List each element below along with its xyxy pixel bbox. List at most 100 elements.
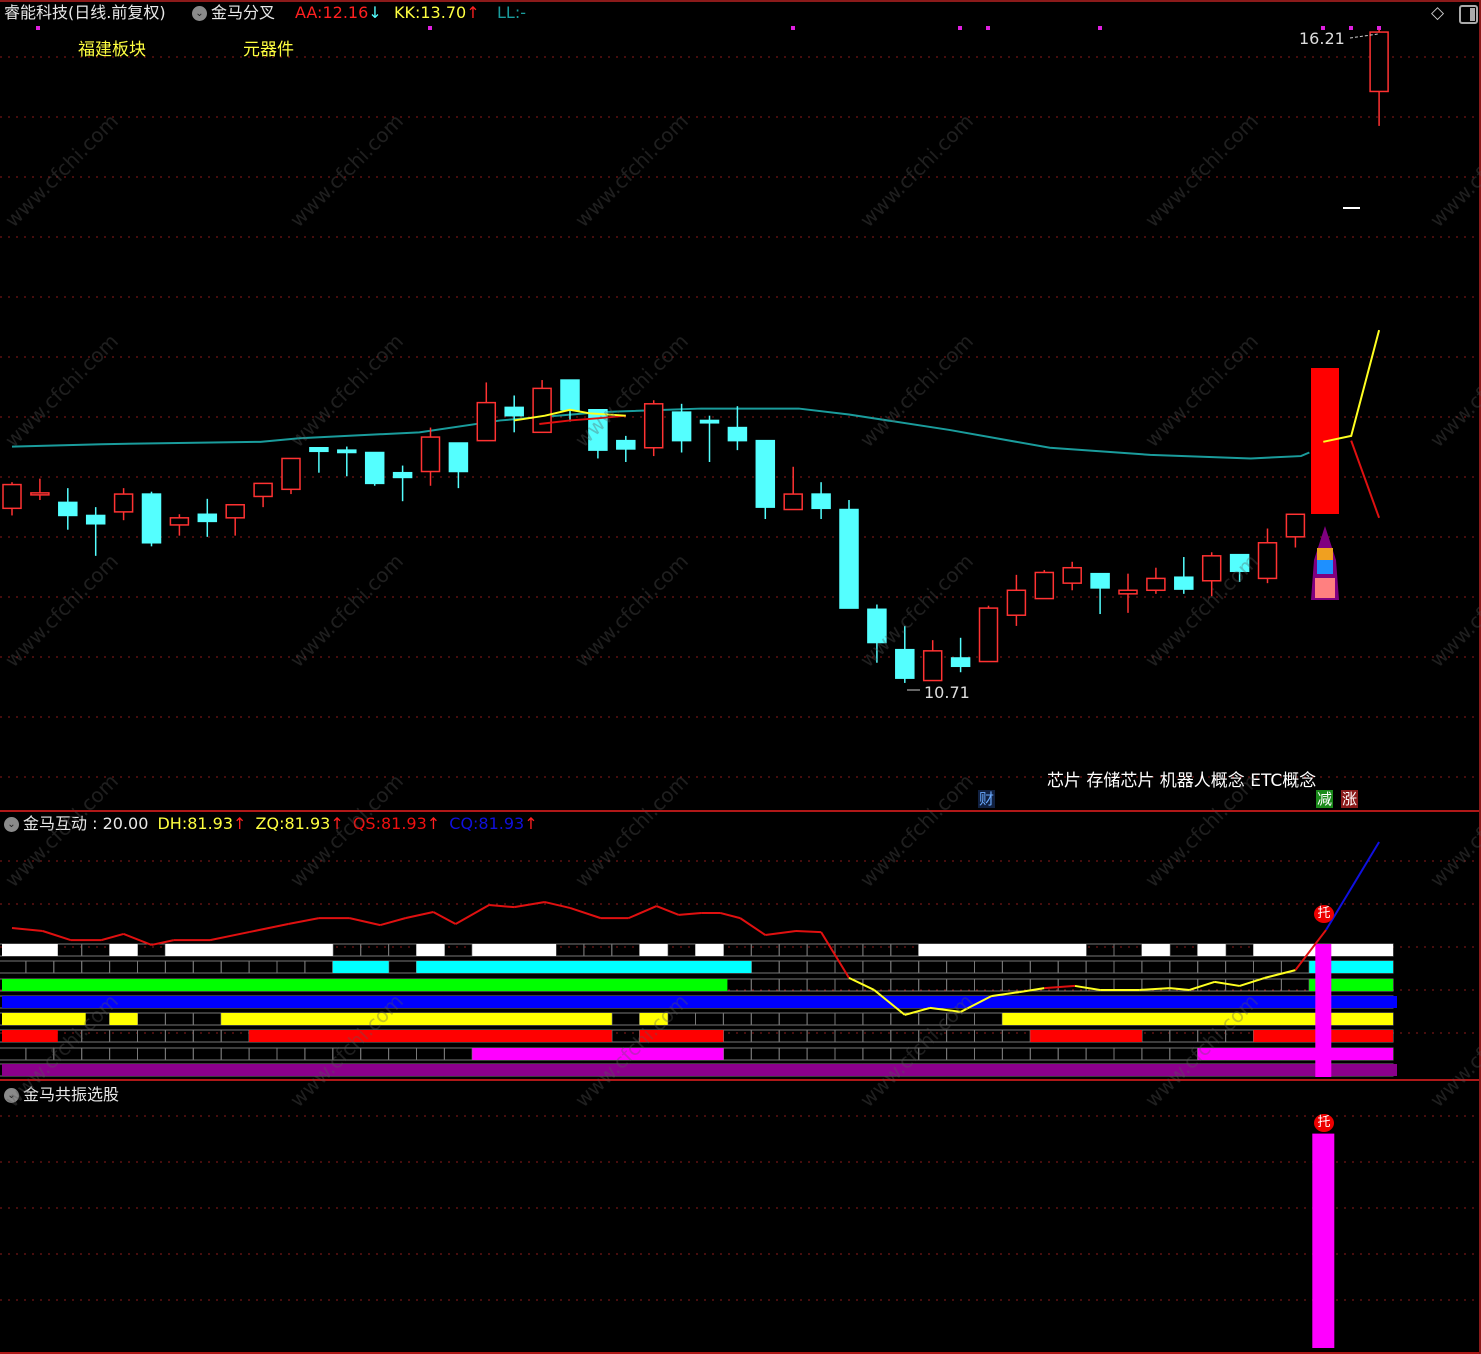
candle-down: [504, 406, 524, 417]
candle-up: [30, 492, 50, 496]
interaction-line: [820, 931, 850, 979]
candle-down: [392, 471, 413, 479]
stripe-cell: [304, 1047, 334, 1061]
indicator-selector[interactable]: ⌄ 金马分叉: [192, 3, 275, 23]
stripe-cell: [25, 1047, 55, 1061]
interaction-line: [569, 906, 602, 920]
stripe-cell: [109, 1029, 138, 1043]
chevron-down-icon[interactable]: ⌄: [4, 1088, 19, 1103]
signal-stripe: [639, 1030, 724, 1042]
stripe-cell: [722, 1012, 752, 1026]
stripe-cell: [862, 1047, 892, 1061]
stripe-cell: [750, 978, 780, 992]
stripe-cell: [862, 943, 892, 957]
candle-up: [643, 403, 664, 449]
rise-tag[interactable]: 涨: [1341, 790, 1359, 808]
interaction-line: [405, 910, 434, 920]
sector-tag-2[interactable]: 元器件: [243, 40, 294, 60]
stripe-cell: [722, 978, 752, 992]
interaction-line: [628, 905, 657, 920]
sector-tag-1[interactable]: 福建板块: [78, 40, 146, 60]
candle-down: [727, 426, 748, 442]
stripe-cell: [1169, 943, 1199, 957]
candle-down: [1090, 572, 1110, 589]
stripe-cell: [1113, 943, 1143, 957]
reduce-tag[interactable]: 减: [1316, 790, 1334, 808]
stripe-cell: [806, 1012, 836, 1026]
stripe-cell: [778, 1047, 808, 1061]
stripe-cell: [1169, 1047, 1199, 1061]
stripe-cell: [164, 1047, 194, 1061]
signal-dot: [958, 26, 962, 30]
signal-dot: [36, 26, 40, 30]
signal-stripe: [1197, 944, 1226, 956]
signal-stripe: [2, 979, 728, 991]
stripe-cell: [1169, 1029, 1199, 1043]
stripe-cell: [862, 1012, 892, 1026]
resonance-bar: [1312, 1133, 1335, 1348]
candle-up: [978, 607, 999, 663]
candle-down: [699, 419, 720, 424]
signal-stripe: [472, 944, 556, 956]
signal-marker: 托: [1314, 1114, 1334, 1132]
interaction-line: [929, 1006, 961, 1013]
stripe-cell: [164, 1029, 194, 1043]
stripe-cell: [611, 1029, 641, 1043]
interaction-line: [380, 917, 406, 927]
qs-label: QS:: [352, 814, 381, 833]
stripe-cell: [164, 960, 194, 974]
interaction-line: [960, 995, 992, 1013]
chevron-down-icon[interactable]: ⌄: [4, 817, 19, 832]
candle-up: [420, 436, 441, 473]
aa-label: AA:: [295, 3, 323, 22]
chevron-down-icon[interactable]: ⌄: [192, 6, 207, 21]
candle-down: [755, 439, 776, 508]
stripe-cell: [806, 978, 836, 992]
candle-down: [337, 449, 357, 454]
arrow-up-icon: ↑: [233, 814, 247, 833]
candle-down: [867, 608, 887, 644]
stripe-cell: [443, 943, 473, 957]
interaction-line: [1019, 987, 1045, 994]
stripe-cell: [946, 1012, 975, 1026]
interaction-line: [42, 930, 71, 942]
interaction-line: [1239, 976, 1266, 987]
interaction-line: [349, 917, 381, 927]
stripe-cell: [722, 943, 752, 957]
stripe-cell: [974, 978, 1003, 992]
candle-up: [2, 483, 22, 510]
candle-down: [811, 493, 831, 510]
concept-tags[interactable]: 芯片 存储芯片 机器人概念 ETC概念: [1047, 771, 1317, 791]
fork-red-line: [539, 414, 626, 425]
stripe-cell: [81, 1047, 111, 1061]
signal-stripe: [2, 1013, 86, 1025]
moving-average-line: [11, 407, 1310, 460]
stripe-cell: [974, 1012, 1003, 1026]
stripe-cell: [806, 1029, 836, 1043]
stripe-cell: [778, 978, 808, 992]
panel-toggle-icon[interactable]: [1459, 5, 1478, 24]
signal-dot: [986, 26, 990, 30]
signal-stripe: [109, 944, 138, 956]
finance-tag[interactable]: 财: [978, 790, 996, 808]
stripe-cell: [667, 943, 696, 957]
stripe-cell: [53, 1047, 83, 1061]
interaction-line: [720, 912, 741, 920]
signal-stripe: [165, 944, 333, 956]
stripe-cell: [555, 943, 585, 957]
stripe-cell: [1225, 1029, 1254, 1043]
diamond-icon[interactable]: ◇: [1431, 3, 1445, 23]
stripe-cell: [750, 1029, 780, 1043]
stripe-cell: [695, 1012, 724, 1026]
stripe-cell: [1141, 960, 1171, 974]
kk-readout: KK:13.70↑: [394, 3, 480, 23]
interaction-line: [209, 931, 250, 942]
candle-up: [783, 493, 803, 511]
candle-down: [1229, 553, 1250, 573]
dh-label: DH:: [157, 814, 188, 833]
arrow-up-icon: ↑: [524, 814, 538, 833]
interaction-line: [432, 911, 457, 925]
stripe-cell: [1197, 960, 1227, 974]
kk-value: 13.70: [420, 3, 467, 22]
